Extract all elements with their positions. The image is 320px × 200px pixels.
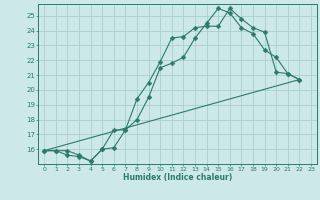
X-axis label: Humidex (Indice chaleur): Humidex (Indice chaleur) (123, 173, 232, 182)
